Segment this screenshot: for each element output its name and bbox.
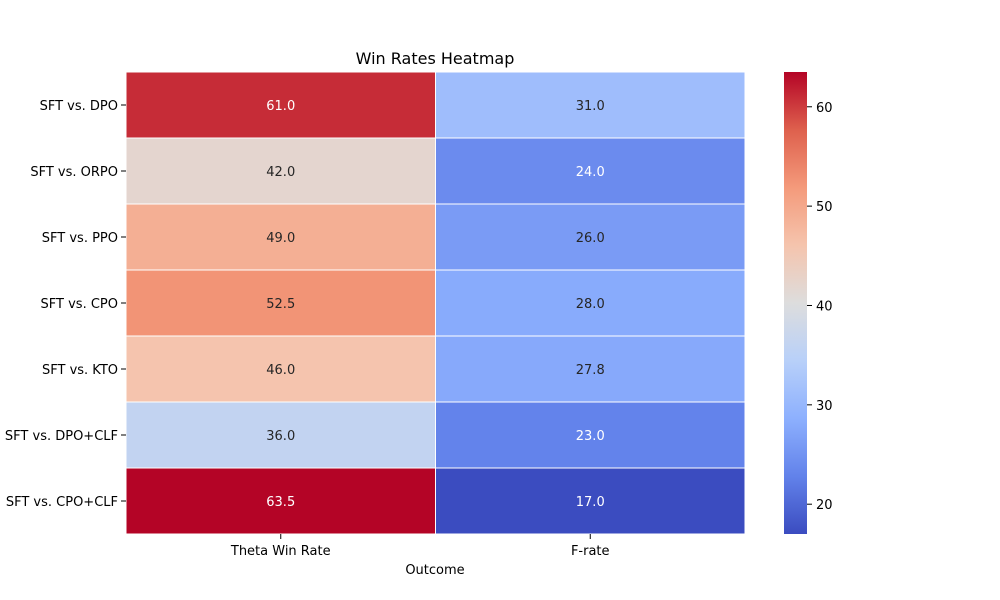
colorbar: 20 30 40 50 60 <box>784 72 833 534</box>
heatmap-cell <box>435 137 746 205</box>
row-labels: SFT vs. DPO SFT vs. ORPO SFT vs. PPO SFT vs… <box>5 99 126 510</box>
colorbar-tick-label: 60 <box>816 101 833 116</box>
cell-value-label: 52.5 <box>266 297 295 312</box>
chart-title: Win Rates Heatmap <box>356 49 515 68</box>
y-tick-label: SFT vs. PPO <box>42 231 118 246</box>
cell-value-label: 49.0 <box>266 231 295 246</box>
column-labels: Theta Win Rate F-rate <box>230 534 610 559</box>
heatmap-cell <box>435 203 746 271</box>
colorbar-tick-label: 20 <box>816 498 833 513</box>
cell-value-label: 36.0 <box>266 429 295 444</box>
cell-value-label: 23.0 <box>576 429 605 444</box>
heatmap-cell <box>125 467 436 535</box>
y-tick-label: SFT vs. DPO <box>40 99 118 114</box>
heatmap-cell <box>435 269 746 337</box>
x-tick-label: Theta Win Rate <box>230 544 331 559</box>
x-axis-label: Outcome <box>405 563 464 578</box>
heatmap-cell <box>125 137 436 205</box>
cell-value-label: 42.0 <box>266 165 295 180</box>
x-tick-label: F-rate <box>571 544 610 559</box>
cell-value-label: 28.0 <box>576 297 605 312</box>
y-tick-label: SFT vs. CPO <box>41 297 118 312</box>
cell-value-label: 63.5 <box>266 495 295 510</box>
colorbar-tick-label: 30 <box>816 399 833 414</box>
heatmap-cell <box>435 335 746 403</box>
heatmap-cell <box>435 401 746 469</box>
heatmap-cell <box>125 71 436 139</box>
y-tick-label: SFT vs. ORPO <box>30 165 118 180</box>
cell-value-label: 24.0 <box>576 165 605 180</box>
colorbar-tick-label: 40 <box>816 299 833 314</box>
heatmap-cells: 61.0 31.0 42.0 24.0 49.0 26.0 52.5 28.0 46.0 27.8… <box>125 71 746 535</box>
cell-value-label: 31.0 <box>576 99 605 114</box>
cell-value-label: 17.0 <box>576 495 605 510</box>
colorbar-tick-label: 50 <box>816 200 833 215</box>
heatmap-cell <box>435 71 746 139</box>
heatmap-cell <box>435 467 746 535</box>
cell-value-label: 61.0 <box>266 99 295 114</box>
y-tick-label: SFT vs. KTO <box>42 363 118 378</box>
y-tick-label: SFT vs. CPO+CLF <box>6 495 118 510</box>
cell-value-label: 26.0 <box>576 231 605 246</box>
heatmap-cell <box>125 203 436 271</box>
cell-value-label: 27.8 <box>576 363 605 378</box>
colorbar-gradient <box>784 72 807 534</box>
cell-value-label: 46.0 <box>266 363 295 378</box>
y-tick-label: SFT vs. DPO+CLF <box>5 429 118 444</box>
